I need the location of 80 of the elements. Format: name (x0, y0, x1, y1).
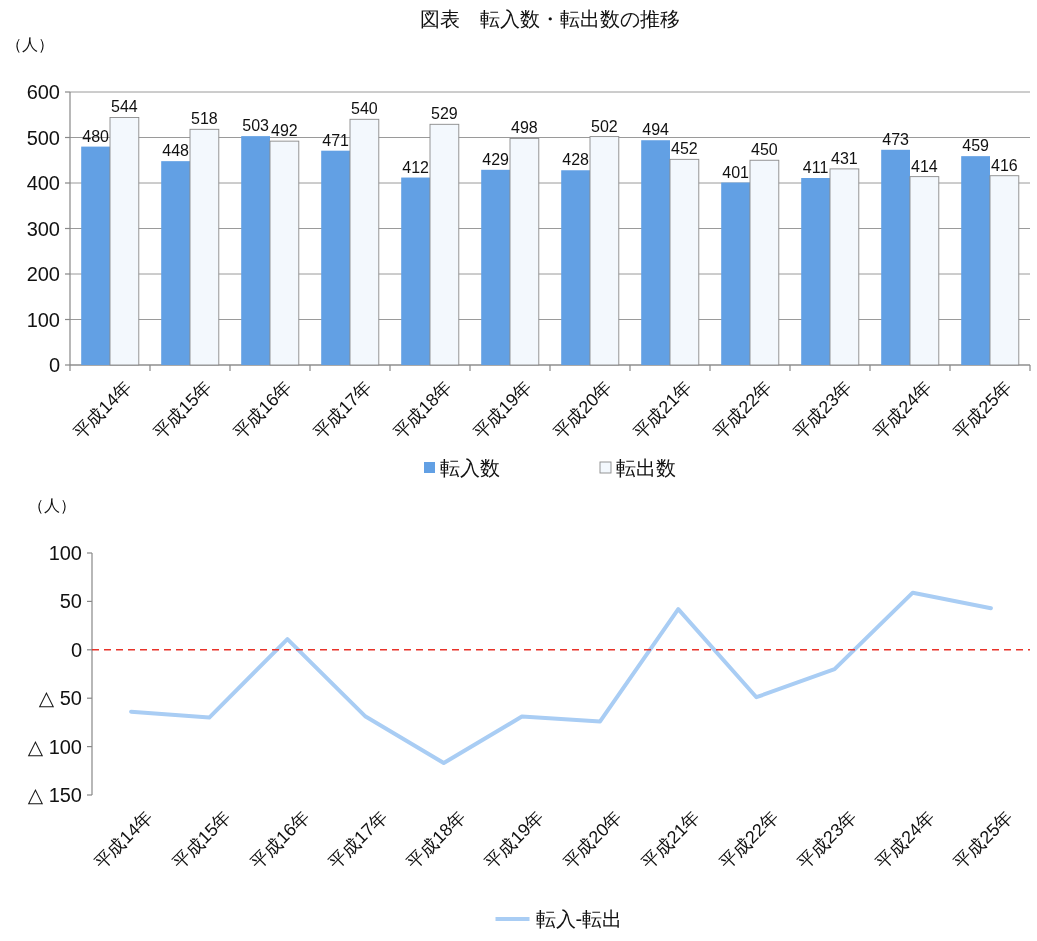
y-tick-label: 0 (70, 638, 82, 661)
x-tick-label: 平成25年 (950, 806, 1017, 874)
bar (241, 136, 270, 365)
x-tick-label: 平成17年 (309, 376, 376, 444)
data-label: 492 (271, 122, 298, 140)
bar (801, 178, 830, 365)
data-label: 428 (562, 151, 590, 169)
y-tick-label: △ 100 (27, 735, 82, 758)
y-tick-label: 600 (26, 81, 60, 103)
y-tick-label: 50 (59, 590, 82, 613)
bar (161, 161, 190, 365)
y-tick-label: 100 (26, 308, 60, 331)
x-tick-label: 平成14年 (90, 806, 157, 874)
legend-label: 転出数 (616, 457, 676, 479)
bar (641, 140, 670, 365)
y-tick-label: △ 150 (27, 784, 82, 806)
y-axis-title: （人） (6, 36, 54, 53)
data-label: 412 (402, 158, 430, 176)
bar (721, 182, 750, 365)
data-label: 459 (962, 137, 990, 155)
x-tick-label: 平成16年 (229, 376, 296, 444)
data-label: 416 (991, 156, 1018, 174)
x-tick-label: 平成24年 (872, 806, 939, 874)
data-label: 401 (722, 163, 750, 181)
bar (401, 177, 430, 365)
line-series (129, 590, 993, 766)
x-tick-label: 平成23年 (793, 806, 861, 874)
data-label: 431 (831, 149, 858, 167)
x-tick-label: 平成14年 (69, 376, 136, 444)
data-label: 471 (322, 131, 350, 149)
data-label: 544 (111, 98, 138, 116)
legend-label: 転入-転出 (535, 908, 623, 930)
data-label: 411 (802, 158, 829, 176)
legend-label: 転入数 (440, 457, 500, 479)
data-label: 529 (431, 105, 458, 123)
x-tick-label: 平成19年 (481, 806, 548, 874)
x-tick-label: 平成18年 (403, 806, 470, 874)
data-label: 540 (351, 100, 378, 118)
y-tick-label: 400 (26, 172, 60, 194)
data-label: 518 (191, 110, 218, 128)
x-tick-label: 平成20年 (549, 376, 616, 444)
x-tick-label: 平成21年 (629, 376, 696, 444)
bar (961, 156, 990, 365)
y-tick-label: △ 50 (38, 687, 82, 710)
x-tick-label: 平成22年 (709, 376, 776, 444)
y-tick-label: 500 (26, 126, 60, 149)
data-label: 414 (911, 157, 938, 175)
y-axis-title: （人） (28, 497, 76, 514)
data-label: 502 (591, 117, 618, 135)
chart-title: 図表 転入数・転出数の推移 (420, 8, 680, 30)
x-tick-label: 平成21年 (637, 806, 704, 874)
bar (321, 150, 350, 365)
bar (481, 169, 510, 365)
data-label: 448 (162, 142, 190, 160)
x-tick-label: 平成17年 (324, 806, 392, 874)
data-label: 452 (671, 140, 698, 158)
data-label: 494 (642, 121, 670, 139)
x-tick-label: 平成16年 (246, 806, 314, 874)
x-tick-label: 平成20年 (559, 806, 626, 874)
y-tick-label: 300 (26, 217, 60, 240)
bar (561, 170, 590, 365)
x-tick-label: 平成25年 (949, 376, 1016, 444)
y-tick-label: 100 (48, 542, 82, 564)
x-tick-label: 平成23年 (789, 376, 856, 444)
y-tick-label: 200 (26, 263, 60, 285)
x-tick-label: 平成22年 (715, 806, 783, 874)
data-label: 498 (511, 119, 538, 137)
y-tick-label: 0 (48, 354, 60, 376)
x-tick-label: 平成15年 (168, 806, 235, 874)
data-label: 480 (82, 127, 110, 145)
data-label: 503 (242, 117, 270, 135)
x-tick-label: 平成18年 (389, 376, 456, 444)
data-label: 473 (882, 130, 910, 148)
data-label: 450 (751, 141, 778, 159)
bar (881, 149, 910, 365)
data-label: 429 (482, 150, 510, 168)
x-tick-label: 平成15年 (149, 376, 216, 444)
x-tick-label: 平成19年 (469, 376, 536, 444)
bar (81, 146, 110, 365)
x-tick-label: 平成24年 (869, 376, 936, 444)
